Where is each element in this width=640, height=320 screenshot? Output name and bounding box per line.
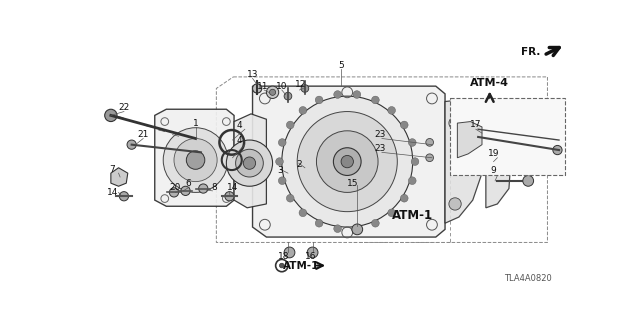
- Polygon shape: [155, 109, 234, 206]
- Circle shape: [282, 96, 413, 227]
- Text: 14: 14: [227, 182, 238, 191]
- Circle shape: [401, 121, 408, 129]
- Text: 12: 12: [296, 80, 307, 89]
- Circle shape: [408, 177, 416, 185]
- Circle shape: [286, 194, 294, 202]
- Circle shape: [449, 198, 461, 210]
- Text: 14: 14: [107, 188, 118, 197]
- Circle shape: [426, 154, 433, 162]
- Text: 4: 4: [237, 121, 243, 130]
- Circle shape: [353, 225, 361, 233]
- Text: ATM-4: ATM-4: [470, 78, 509, 88]
- Circle shape: [105, 109, 117, 122]
- Circle shape: [353, 91, 361, 98]
- Circle shape: [553, 145, 562, 155]
- Circle shape: [198, 184, 208, 193]
- Circle shape: [119, 192, 129, 201]
- Circle shape: [243, 157, 255, 169]
- Circle shape: [341, 156, 353, 168]
- Circle shape: [523, 175, 534, 186]
- Text: 4: 4: [237, 136, 243, 145]
- Circle shape: [372, 96, 380, 104]
- Text: FR.: FR.: [521, 47, 540, 57]
- Circle shape: [181, 186, 190, 196]
- Circle shape: [316, 220, 323, 227]
- Circle shape: [307, 247, 318, 258]
- Circle shape: [452, 159, 465, 172]
- Circle shape: [388, 107, 396, 114]
- Polygon shape: [486, 122, 511, 208]
- Circle shape: [408, 139, 416, 146]
- Text: 11: 11: [257, 82, 268, 91]
- Text: ATM-1: ATM-1: [392, 209, 433, 222]
- Circle shape: [276, 158, 284, 165]
- Text: 16: 16: [305, 252, 317, 261]
- Circle shape: [170, 188, 179, 197]
- Circle shape: [299, 107, 307, 114]
- Circle shape: [449, 117, 461, 129]
- Text: 2: 2: [297, 160, 302, 169]
- Polygon shape: [253, 86, 445, 237]
- Polygon shape: [445, 100, 482, 223]
- Text: 7: 7: [109, 165, 115, 174]
- Circle shape: [333, 148, 361, 175]
- Circle shape: [278, 139, 286, 146]
- Circle shape: [278, 177, 286, 185]
- Text: 6: 6: [185, 180, 191, 188]
- Circle shape: [316, 96, 323, 104]
- Text: 21: 21: [138, 130, 149, 139]
- Text: 3: 3: [277, 166, 283, 175]
- Text: ATM-1: ATM-1: [283, 260, 319, 270]
- Circle shape: [174, 139, 217, 182]
- Text: 23: 23: [374, 144, 386, 153]
- Circle shape: [299, 209, 307, 217]
- Circle shape: [280, 263, 284, 268]
- Polygon shape: [458, 122, 482, 158]
- Text: 15: 15: [347, 179, 358, 188]
- Circle shape: [301, 84, 308, 92]
- Circle shape: [333, 91, 342, 98]
- Circle shape: [352, 224, 363, 235]
- Circle shape: [284, 247, 295, 258]
- Circle shape: [480, 129, 492, 141]
- Circle shape: [225, 192, 234, 201]
- Polygon shape: [450, 99, 565, 175]
- Circle shape: [269, 89, 276, 95]
- Circle shape: [127, 140, 136, 149]
- Polygon shape: [111, 168, 128, 186]
- Circle shape: [401, 194, 408, 202]
- Circle shape: [333, 225, 342, 233]
- Circle shape: [236, 149, 263, 177]
- Circle shape: [186, 151, 205, 169]
- Circle shape: [372, 220, 380, 227]
- Circle shape: [253, 84, 262, 93]
- Circle shape: [227, 140, 273, 186]
- Circle shape: [163, 128, 228, 192]
- Text: 5: 5: [338, 61, 344, 70]
- Polygon shape: [234, 114, 266, 208]
- Text: 17: 17: [470, 120, 481, 129]
- Circle shape: [286, 121, 294, 129]
- Text: TLA4A0820: TLA4A0820: [504, 274, 551, 283]
- Text: 20: 20: [170, 183, 181, 192]
- Circle shape: [284, 92, 292, 100]
- Text: 22: 22: [118, 103, 129, 112]
- Text: 9: 9: [491, 166, 497, 175]
- Text: 19: 19: [488, 149, 499, 158]
- Text: 13: 13: [247, 70, 259, 79]
- Circle shape: [297, 112, 397, 212]
- Text: 8: 8: [211, 182, 217, 191]
- Text: 10: 10: [276, 82, 287, 91]
- Text: 1: 1: [193, 119, 198, 128]
- Circle shape: [266, 86, 279, 99]
- Text: 23: 23: [374, 130, 386, 139]
- Circle shape: [316, 131, 378, 192]
- Text: 18: 18: [278, 252, 290, 261]
- Circle shape: [521, 156, 532, 167]
- Circle shape: [411, 158, 419, 165]
- Circle shape: [388, 209, 396, 217]
- Circle shape: [426, 139, 433, 146]
